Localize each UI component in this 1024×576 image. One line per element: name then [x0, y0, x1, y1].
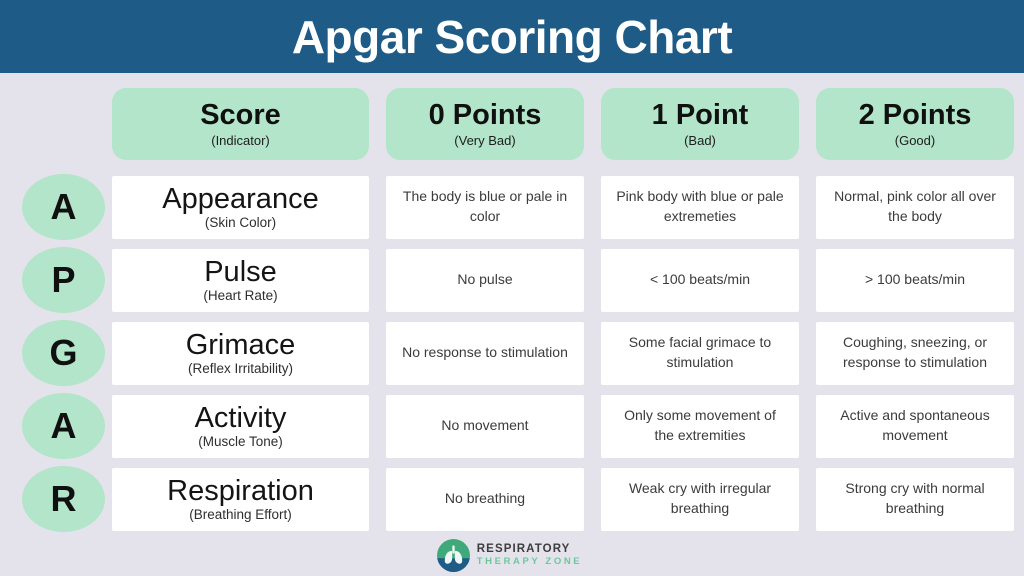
brand-name-top: RESPIRATORY — [476, 543, 571, 556]
cell-activity-1pt: Only some movement of the extremities — [601, 394, 799, 458]
letter-bubble-r: R — [22, 466, 105, 532]
table-header-row: Score (Indicator) 0 Points (Very Bad) 1 … — [22, 88, 1014, 160]
cell-appearance-2pts: Normal, pink color all over the body — [816, 175, 1014, 239]
brand-wordmark: RESPIRATORY THERAPY ZONE — [477, 543, 582, 567]
cell-appearance-1pt: Pink body with blue or pale extremeties — [601, 175, 799, 239]
apgar-table: Score (Indicator) 0 Points (Very Bad) 1 … — [0, 73, 1024, 572]
page-title: Apgar Scoring Chart — [291, 10, 733, 63]
header-cell-1-point: 1 Point (Bad) — [601, 88, 799, 160]
header-sublabel: (Very Bad) — [454, 132, 516, 148]
header-label: Score — [200, 98, 281, 131]
brand-footer: RESPIRATORY THERAPY ZONE — [22, 539, 997, 572]
cell-activity-0pts: No movement — [386, 394, 584, 458]
header-label: 1 Point — [651, 98, 749, 131]
cell-pulse-2pts: > 100 beats/min — [816, 248, 1014, 312]
indicator-sublabel: (Skin Color) — [204, 215, 277, 231]
row-letter: A — [50, 405, 77, 446]
header-cell-0-points: 0 Points (Very Bad) — [386, 88, 584, 160]
indicator-box-activity: Activity (Muscle Tone) — [112, 394, 369, 458]
cell-appearance-0pts: The body is blue or pale in color — [386, 175, 584, 239]
letter-bubble-p: P — [22, 247, 105, 313]
indicator-name: Grimace — [185, 328, 296, 361]
indicator-name: Pulse — [204, 255, 277, 288]
indicator-sublabel: (Heart Rate) — [203, 288, 278, 304]
cell-respiration-1pt: Weak cry with irregular breathing — [601, 467, 799, 531]
row-letter: G — [49, 332, 78, 373]
header-sublabel: (Indicator) — [211, 132, 270, 148]
table-row: R Respiration (Breathing Effort) No brea… — [22, 466, 1014, 532]
cell-grimace-2pts: Coughing, sneezing, or response to stimu… — [816, 321, 1014, 385]
cell-pulse-1pt: < 100 beats/min — [601, 248, 799, 312]
table-row: G Grimace (Reflex Irritability) No respo… — [22, 320, 1014, 386]
indicator-name: Respiration — [167, 474, 314, 507]
letter-bubble-g: G — [22, 320, 105, 386]
header-sublabel: (Good) — [894, 132, 936, 148]
row-letter: R — [50, 478, 77, 519]
table-row: A Appearance (Skin Color) The body is bl… — [22, 174, 1014, 240]
cell-grimace-1pt: Some facial grimace to stimulation — [601, 321, 799, 385]
indicator-box-respiration: Respiration (Breathing Effort) — [112, 467, 369, 531]
table-row: P Pulse (Heart Rate) No pulse < 100 beat… — [22, 247, 1014, 313]
indicator-name: Appearance — [162, 182, 319, 215]
cell-pulse-0pts: No pulse — [386, 248, 584, 312]
cell-respiration-0pts: No breathing — [386, 467, 584, 531]
indicator-box-appearance: Appearance (Skin Color) — [112, 175, 369, 239]
cell-grimace-0pts: No response to stimulation — [386, 321, 584, 385]
indicator-box-grimace: Grimace (Reflex Irritability) — [112, 321, 369, 385]
header-cell-score: Score (Indicator) — [112, 88, 369, 160]
indicator-sublabel: (Muscle Tone) — [198, 434, 283, 450]
title-banner: Apgar Scoring Chart — [0, 0, 1024, 73]
header-label: 0 Points — [428, 98, 542, 131]
indicator-name: Activity — [194, 401, 287, 434]
table-row: A Activity (Muscle Tone) No movement Onl… — [22, 393, 1014, 459]
header-cell-2-points: 2 Points (Good) — [816, 88, 1014, 160]
cell-activity-2pts: Active and spontaneous movement — [816, 394, 1014, 458]
indicator-sublabel: (Reflex Irritability) — [187, 361, 293, 377]
header-label: 2 Points — [858, 98, 972, 131]
cell-respiration-2pts: Strong cry with normal breathing — [816, 467, 1014, 531]
indicator-box-pulse: Pulse (Heart Rate) — [112, 248, 369, 312]
lungs-logo-icon — [436, 539, 470, 572]
brand-name-bottom: THERAPY ZONE — [476, 555, 583, 567]
header-sublabel: (Bad) — [684, 132, 716, 148]
letter-bubble-a2: A — [22, 393, 105, 459]
row-letter: P — [51, 259, 76, 300]
letter-bubble-a1: A — [22, 174, 105, 240]
row-letter: A — [50, 186, 77, 227]
indicator-sublabel: (Breathing Effort) — [189, 507, 292, 523]
